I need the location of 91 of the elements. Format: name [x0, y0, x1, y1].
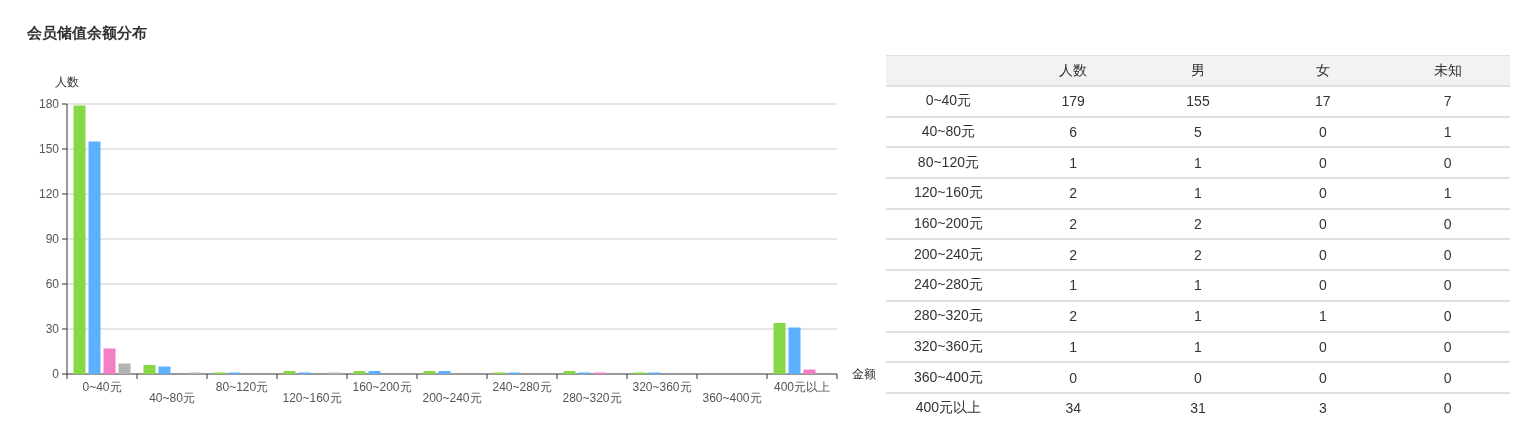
- x-tick-label: 360~400元: [702, 391, 762, 405]
- bar: [423, 371, 436, 374]
- y-tick-label: 90: [45, 232, 60, 246]
- x-tick-label: 男: [1135, 55, 1261, 86]
- data-label: 2: [1135, 208, 1261, 240]
- bar: [353, 371, 366, 374]
- bar: [788, 327, 801, 374]
- data-label: 0: [1135, 362, 1261, 393]
- y-tick-label: 0~40元: [886, 86, 1011, 117]
- data-label: 0: [1385, 208, 1510, 240]
- data-label: 0: [1385, 270, 1510, 301]
- y-tick-label: 180: [38, 97, 60, 111]
- data-label: 7: [1385, 86, 1510, 117]
- data-label: 2: [1010, 239, 1136, 271]
- bar: [118, 363, 131, 374]
- x-tick-label: 320~360元: [632, 380, 692, 394]
- data-label: 2: [1010, 178, 1136, 209]
- data-label: 1: [1135, 178, 1261, 209]
- x-tick-label: 40~80元: [149, 391, 195, 405]
- data-label: 0: [1385, 300, 1510, 332]
- data-label: 0: [1260, 178, 1386, 209]
- data-label: 0: [1260, 147, 1386, 179]
- bar: [103, 348, 116, 374]
- y-tick-label: 240~280元: [886, 270, 1011, 301]
- x-tick-label: 120~160元: [282, 391, 342, 405]
- data-label: 1: [1010, 270, 1136, 301]
- data-label: 0: [1010, 362, 1136, 393]
- data-label: 0: [1260, 116, 1386, 148]
- x-tick-label: 女: [1260, 55, 1386, 86]
- x-tick-label: 240~280元: [492, 380, 552, 394]
- data-label: 5: [1135, 116, 1261, 148]
- data-label: 1: [1385, 178, 1510, 209]
- bar: [438, 371, 451, 374]
- y-tick-label: 60: [45, 277, 60, 291]
- x-tick-label: 0~40元: [82, 380, 122, 394]
- data-label: 1: [1135, 270, 1261, 301]
- data-label: 0: [1260, 362, 1386, 393]
- bar: [158, 366, 171, 374]
- data-label: 6: [1010, 116, 1136, 148]
- data-label: 17: [1260, 86, 1386, 117]
- data-label: 2: [1135, 239, 1261, 271]
- bar: [368, 371, 381, 374]
- data-label: 179: [1010, 86, 1136, 117]
- data-label: 1: [1010, 331, 1136, 363]
- bar: [283, 371, 296, 374]
- data-label: 0: [1385, 147, 1510, 179]
- y-tick-label: 0: [52, 367, 60, 381]
- x-tick-label: 未知: [1385, 55, 1510, 86]
- data-label: 0: [1260, 331, 1386, 363]
- data-label: 1: [1385, 116, 1510, 148]
- x-tick-label: 80~120元: [215, 380, 269, 394]
- y-tick-label: 160~200元: [886, 208, 1011, 240]
- x-axis-title: 金额: [852, 367, 876, 381]
- data-label: 0: [1260, 208, 1386, 240]
- data-label: 34: [1064, 399, 1082, 419]
- data-label: 2: [1010, 208, 1136, 240]
- data-label: 31: [1189, 399, 1207, 419]
- data-label: 1: [1010, 147, 1136, 179]
- y-tick-label: 280~320元: [886, 300, 1011, 332]
- x-tick-label: 280~320元: [562, 391, 622, 405]
- data-label: 0: [1385, 239, 1510, 271]
- y-tick-label: 40~80元: [886, 116, 1011, 148]
- data-label: 0: [1260, 239, 1386, 271]
- data-label: 0: [1385, 362, 1510, 393]
- x-tick-label: 200~240元: [422, 391, 482, 405]
- bar: [563, 371, 576, 374]
- y-tick-label: 150: [38, 142, 60, 156]
- data-label: 1: [1135, 331, 1261, 363]
- x-tick-label: 160~200元: [352, 380, 412, 394]
- data-label: 1: [1260, 300, 1386, 332]
- data-label: 0: [1260, 270, 1386, 301]
- data-label: 2: [1010, 300, 1136, 332]
- bar: [73, 105, 86, 374]
- data-label: 0: [1442, 399, 1453, 419]
- data-label: 155: [1135, 86, 1261, 117]
- data-label: 0: [1385, 331, 1510, 363]
- y-tick-label: 30: [45, 322, 60, 336]
- y-tick-label: 120: [38, 187, 60, 201]
- x-tick-label: 400元以上: [773, 380, 831, 394]
- data-label: 1: [1135, 300, 1261, 332]
- y-tick-label: 80~120元: [886, 147, 1011, 179]
- data-label: 3: [1317, 399, 1328, 419]
- bar: [143, 365, 156, 374]
- y-tick-label: 120~160元: [886, 178, 1011, 209]
- x-tick-label: 人数: [1010, 55, 1136, 86]
- bar: [88, 141, 101, 374]
- chart-title: 会员储值余额分布: [26, 24, 147, 41]
- data-label: 1: [1135, 147, 1261, 179]
- y-tick-label: 320~360元: [886, 331, 1011, 363]
- y-tick-label: 200~240元: [886, 239, 1011, 271]
- bar: [773, 323, 786, 374]
